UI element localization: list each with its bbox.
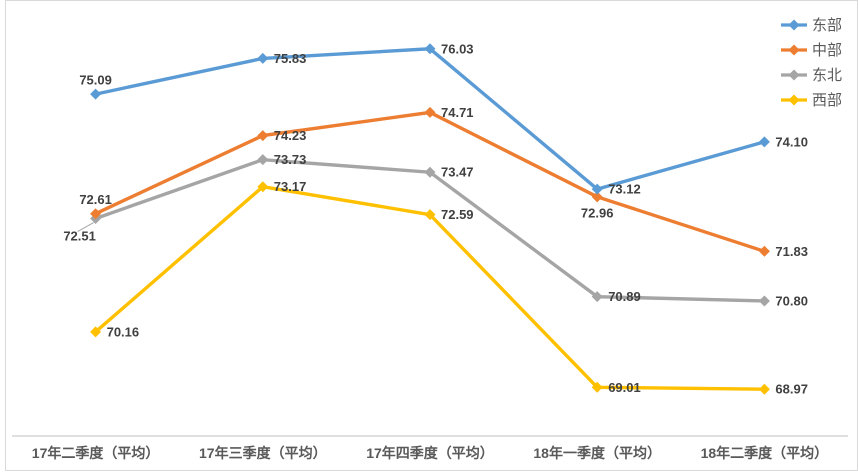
data-point-marker-east [90, 88, 102, 100]
data-point-marker-east [424, 43, 436, 55]
data-point-marker-central [90, 208, 102, 220]
data-label-northeast: 70.89 [608, 289, 641, 304]
data-point-marker-east [758, 136, 770, 148]
data-point-marker-central [424, 106, 436, 118]
data-label-northeast: 73.73 [274, 152, 307, 167]
legend-item-northeast[interactable]: 东北 [780, 62, 842, 87]
data-label-east: 74.10 [775, 134, 808, 149]
data-point-marker-west [424, 209, 436, 221]
legend-label-west: 西部 [811, 92, 842, 109]
data-point-marker-central [758, 245, 770, 257]
data-point-marker-northeast [424, 166, 436, 178]
data-label-central: 72.61 [79, 192, 112, 207]
legend-item-west[interactable]: 西部 [780, 87, 842, 112]
data-point-marker-west [90, 326, 102, 338]
legend-item-east[interactable]: 东部 [780, 12, 842, 37]
data-point-marker-east [257, 52, 269, 64]
data-label-central: 74.71 [441, 105, 474, 120]
label-leader-line [77, 222, 94, 232]
legend-item-central[interactable]: 中部 [780, 37, 842, 62]
data-point-marker-west [257, 181, 269, 193]
data-point-marker-west [591, 381, 603, 393]
data-label-east: 75.83 [274, 51, 307, 66]
data-label-central: 72.96 [581, 205, 614, 220]
data-label-east: 73.12 [608, 182, 641, 197]
line-diamond-marker-icon [780, 44, 807, 55]
data-point-marker-east [591, 183, 603, 195]
data-label-northeast: 70.80 [775, 293, 808, 308]
data-label-central: 74.23 [274, 128, 307, 143]
series-line-northeast [95, 157, 765, 303]
legend-label-central: 中部 [811, 42, 842, 59]
line-diamond-marker-icon [780, 19, 807, 30]
line-diamond-marker-icon [780, 69, 807, 80]
data-label-east: 75.09 [79, 73, 112, 88]
legend: 东部 中部 东北 西部 [780, 12, 842, 112]
legend-label-northeast: 东北 [811, 67, 842, 84]
data-label-west: 72.59 [441, 207, 474, 222]
data-label-west: 69.01 [608, 380, 641, 395]
data-point-marker-central [591, 191, 603, 203]
data-label-west: 70.16 [107, 324, 140, 339]
legend-label-east: 东部 [811, 17, 842, 34]
data-point-marker-northeast [591, 291, 603, 303]
data-label-northeast: 73.47 [441, 165, 474, 180]
data-label-west: 73.17 [274, 179, 307, 194]
data-label-central: 71.83 [775, 244, 808, 259]
data-point-marker-northeast [257, 154, 269, 166]
data-label-east: 76.03 [441, 41, 474, 56]
data-point-marker-northeast [758, 295, 770, 307]
data-label-west: 68.97 [775, 382, 808, 397]
data-label-northeast: 72.51 [63, 229, 96, 244]
data-point-marker-west [758, 383, 770, 395]
data-point-marker-central [257, 130, 269, 142]
line-diamond-marker-icon [780, 94, 807, 105]
